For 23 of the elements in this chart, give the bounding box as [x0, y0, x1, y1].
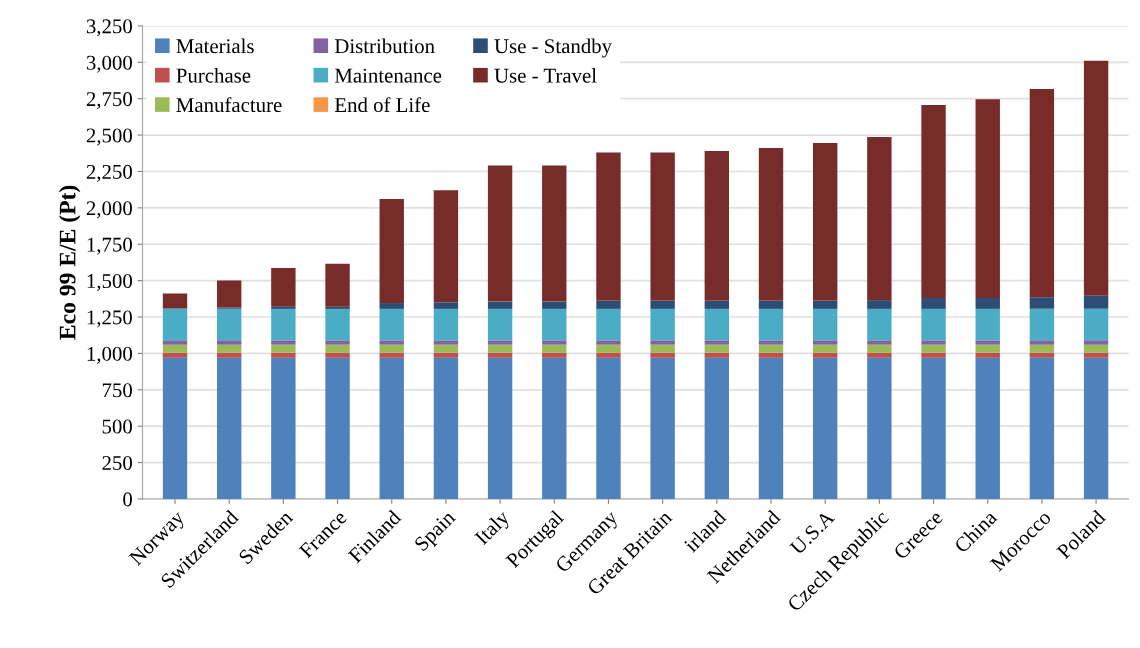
- legend-label: Use - Travel: [494, 68, 597, 83]
- y-tick-label: 3,250: [86, 19, 132, 37]
- y-tick-label: 0: [123, 492, 132, 507]
- y-tick-label: 2,000: [86, 201, 132, 219]
- y-tick-label: 750: [102, 383, 132, 398]
- y-tick-label: 3,000: [86, 55, 132, 73]
- y-tick-label: 250: [102, 455, 132, 471]
- y-tick-label: 500: [102, 419, 132, 434]
- y-tick-label: 1,250: [87, 310, 132, 328]
- y-tick-label: 1,500: [87, 274, 132, 292]
- legend-label: Distribution: [334, 38, 435, 54]
- y-tick-label: 2,250: [86, 164, 132, 182]
- legend-label: Purchase: [176, 67, 251, 83]
- legend-label: Use - Standby: [494, 38, 612, 58]
- legend-label: Manufacture: [176, 97, 282, 113]
- y-tick-label: 1,000: [87, 346, 132, 364]
- legend-label: End of Life: [334, 97, 430, 113]
- y-tick-label: 1,750: [87, 237, 132, 255]
- y-tick-label: 2,750: [86, 92, 132, 110]
- y-tick-label: 2,500: [86, 128, 132, 146]
- legend-label: Maintenance: [334, 68, 442, 83]
- y-axis-title: Eco 99 E/E (Pt): [58, 185, 81, 340]
- legend-label: Materials: [176, 38, 254, 54]
